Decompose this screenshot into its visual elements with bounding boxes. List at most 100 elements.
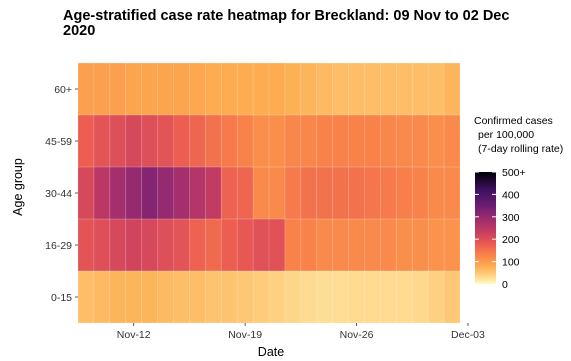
heatmap-cell (78, 167, 94, 219)
heatmap-cell (173, 167, 190, 219)
heatmap-cell (237, 271, 254, 323)
heatmap-cell (173, 115, 190, 167)
heatmap-cell (141, 167, 158, 219)
heatmap-cell (93, 271, 110, 323)
heatmap-cell (284, 167, 301, 219)
legend-tick-label: 300 (502, 212, 520, 224)
grid-lines (77, 62, 461, 324)
heatmap-cell (444, 271, 460, 323)
heatmap-cell (109, 63, 126, 115)
heatmap-cell (189, 115, 206, 167)
heatmap-cell (316, 115, 333, 167)
heatmap-cell (332, 271, 349, 323)
heatmap-cell (141, 115, 158, 167)
heatmap-cell (380, 271, 397, 323)
heatmap-cell (269, 115, 285, 167)
legend-title-line-3: (7-day rolling rate) (478, 143, 563, 155)
heatmap-cell (348, 115, 365, 167)
heatmap-cell (221, 115, 238, 167)
heatmap-cell (173, 271, 190, 323)
heatmap-cell (173, 219, 190, 271)
heatmap-cell (316, 219, 333, 271)
heatmap-cell (316, 271, 333, 323)
heatmap-cell (316, 63, 333, 115)
heatmap-cell (396, 115, 413, 167)
legend-tick-label: 500+ (502, 167, 526, 179)
heatmap-cell (253, 219, 269, 271)
heatmap-cell (284, 63, 301, 115)
heatmap-cell (300, 219, 317, 271)
heatmap-cell (364, 271, 381, 323)
heatmap-cell (412, 63, 429, 115)
heatmap-cell (284, 115, 301, 167)
heatmap-cell (237, 219, 254, 271)
heatmap-cell (412, 219, 429, 271)
heatmap-cell (300, 271, 317, 323)
heatmap-cell (253, 167, 269, 219)
heatmap-cell (157, 219, 174, 271)
heatmap-cell (109, 167, 126, 219)
heatmap-cell (189, 167, 206, 219)
heatmap-cell (189, 271, 206, 323)
x-tick-label: Nov-12 (117, 329, 151, 341)
heatmap-cell (396, 63, 413, 115)
heatmap-cell (380, 219, 397, 271)
heatmap-cell (428, 271, 445, 323)
heatmap-cell (428, 219, 445, 271)
heatmap-cell (412, 271, 429, 323)
heatmap-cell (300, 115, 317, 167)
heatmap-cell (269, 271, 285, 323)
heatmap-cell (300, 63, 317, 115)
heatmap-cells (78, 63, 460, 323)
heatmap-cell (125, 115, 142, 167)
chart-title-line-2: 2020 (63, 23, 95, 39)
heatmap-cell (109, 271, 126, 323)
heatmap-cell (253, 63, 269, 115)
heatmap-cell (141, 63, 158, 115)
legend-tick-label: 0 (502, 279, 508, 291)
heatmap-cell (205, 167, 222, 219)
heatmap-cell (189, 63, 206, 115)
heatmap-cell (364, 115, 381, 167)
heatmap-cell (237, 63, 254, 115)
y-axis: 60+ 45-59 30-44 16-29 0-15 (45, 84, 78, 304)
heatmap-cell (237, 167, 254, 219)
x-axis: Nov-12 Nov-19 Nov-26 Dec-03 (117, 323, 485, 341)
heatmap-cell (109, 219, 126, 271)
heatmap-cell (78, 63, 94, 115)
heatmap-cell (348, 167, 365, 219)
heatmap-cell (205, 271, 222, 323)
heatmap-cell (205, 219, 222, 271)
heatmap-cell (332, 63, 349, 115)
heatmap-cell (444, 115, 460, 167)
heatmap-cell (253, 271, 269, 323)
heatmap-cell (205, 63, 222, 115)
heatmap-cell (93, 63, 110, 115)
heatmap-cell (284, 271, 301, 323)
heatmap-cell (380, 63, 397, 115)
heatmap-cell (444, 167, 460, 219)
legend-tick-label: 400 (502, 189, 520, 201)
heatmap-cell (364, 219, 381, 271)
heatmap-cell (125, 167, 142, 219)
heatmap-cell (348, 63, 365, 115)
heatmap-cell (396, 219, 413, 271)
legend-colorbar (475, 172, 496, 284)
heatmap-cell (380, 115, 397, 167)
heatmap-cell (284, 219, 301, 271)
heatmap-cell (428, 115, 445, 167)
heatmap-cell (364, 63, 381, 115)
heatmap-cell (428, 167, 445, 219)
heatmap-cell (141, 271, 158, 323)
x-tick-label: Dec-03 (451, 329, 485, 341)
heatmap-cell (221, 219, 238, 271)
heatmap-cell (78, 271, 94, 323)
y-tick-label: 60+ (54, 84, 72, 96)
heatmap-cell (221, 167, 238, 219)
heatmap-cell (300, 167, 317, 219)
heatmap-cell (269, 167, 285, 219)
heatmap-cell (125, 271, 142, 323)
legend-title-line-2: per 100,000 (478, 129, 534, 141)
heatmap-cell (396, 271, 413, 323)
